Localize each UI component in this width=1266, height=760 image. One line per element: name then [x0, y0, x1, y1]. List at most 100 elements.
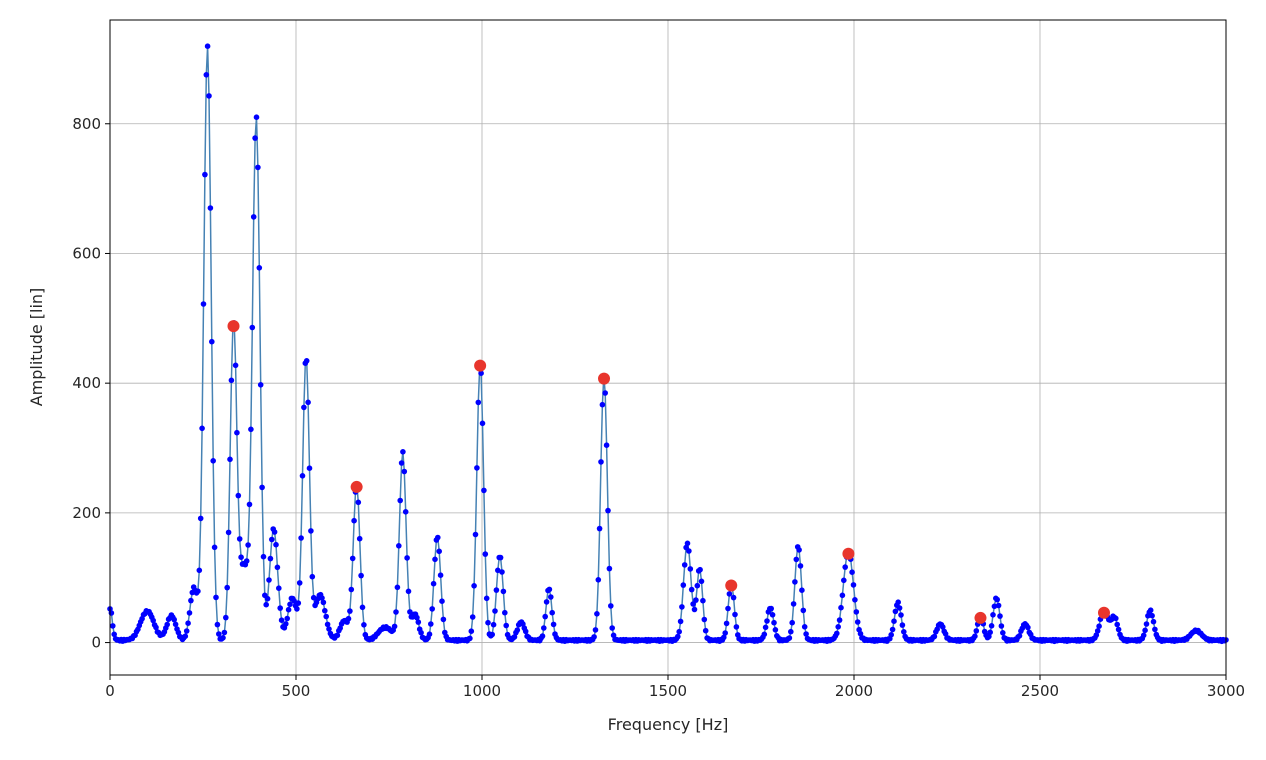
spectrum-point [723, 620, 730, 627]
spectrum-point [402, 509, 409, 515]
spectrum-point [345, 615, 352, 622]
spectrum-point [834, 630, 840, 637]
spectrum-point [323, 613, 330, 620]
spectrum-point [592, 627, 599, 633]
spectrum-point [299, 473, 306, 479]
spectrum-point [726, 591, 733, 597]
spectrum-point [788, 628, 794, 635]
peak-marker [227, 320, 240, 333]
spectrum-point [1142, 627, 1148, 634]
spectrum-point [602, 390, 608, 396]
spectrum-point [1152, 626, 1158, 633]
spectrum-point [209, 338, 215, 345]
spectrum-point [799, 587, 805, 593]
spectrum-point [990, 612, 996, 618]
spectrum-point [285, 606, 292, 613]
spectrum-point [688, 586, 695, 593]
y-tick-label: 800 [72, 115, 101, 133]
spectrum-point [236, 536, 243, 542]
spectrum-point [355, 499, 362, 506]
spectrum-point [730, 594, 737, 601]
spectrum-point [514, 627, 521, 633]
spectrum-point [414, 614, 420, 621]
spectrum-point [305, 399, 311, 406]
spectrum-point [273, 541, 279, 548]
spectrum-point [764, 618, 770, 624]
spectrum-point [432, 556, 438, 563]
spectrum-point [973, 628, 980, 634]
spectrum-point [901, 629, 907, 635]
y-axis-label: Amplitude [lin] [27, 288, 46, 407]
spectrum-point [269, 536, 275, 543]
spectrum-point [436, 548, 443, 555]
spectrum-point [702, 627, 709, 634]
spectrum-point [800, 607, 807, 614]
spectrum-point [238, 554, 244, 560]
spectrum-point [429, 606, 436, 612]
spectrum-point [991, 603, 998, 610]
spectrum-point [472, 531, 479, 538]
spectrum-point [263, 601, 270, 608]
spectrum-point [891, 618, 897, 624]
spectrum-point [768, 605, 774, 612]
spectrum-point [797, 563, 804, 569]
spectrum-point [988, 623, 995, 629]
spectrum-point [997, 613, 1003, 619]
spectrum-point [210, 458, 216, 464]
spectrum-point [437, 572, 444, 578]
spectrum-point [492, 608, 498, 614]
spectrum-point [320, 599, 327, 606]
spectrum-point [595, 577, 602, 583]
spectrum-point [838, 604, 844, 611]
spectrum-point [111, 631, 117, 638]
spectrum-point [687, 566, 694, 572]
spectrum-point [172, 621, 179, 628]
spectrum-point [849, 569, 855, 575]
x-tick-label: 1000 [463, 682, 501, 700]
spectrum-point [701, 616, 708, 623]
spectrum-point [110, 623, 116, 629]
spectrum-point [214, 621, 221, 628]
spectrum-point [546, 586, 553, 593]
grid-lines [109, 20, 1227, 675]
spectrum-point [677, 618, 684, 625]
spectrum-point [680, 582, 687, 588]
spectrum-point [397, 497, 404, 504]
spectrum-point [278, 617, 285, 623]
spectrum-point [697, 566, 703, 573]
spectrum-point [213, 594, 219, 601]
spectrum-point [471, 583, 477, 589]
spectrum-point [348, 586, 355, 593]
spectrum-point [435, 534, 441, 541]
spectrum-point [248, 426, 254, 433]
spectrum-point [467, 635, 473, 642]
spectrum-point [599, 401, 606, 408]
spectrum-point [224, 584, 230, 591]
spectrum-point [291, 598, 297, 604]
spectrum-point [733, 624, 740, 630]
spectrum-point [835, 624, 841, 630]
spectrum-point [489, 631, 496, 638]
spectrum-point [792, 579, 798, 585]
spectrum-point [310, 594, 317, 601]
spectrum-point [259, 484, 265, 491]
spectrum-point [502, 609, 508, 616]
spectrum-point [899, 622, 906, 628]
spectrum-point [931, 633, 938, 640]
spectrum-point [889, 626, 896, 633]
spectrum-point [482, 551, 489, 557]
spectrum-point [182, 633, 189, 639]
spectrum-point [1147, 607, 1154, 613]
spectrum-point [418, 629, 424, 636]
spectrum-point [271, 529, 278, 535]
spectrum-point [197, 515, 204, 522]
spectrum-point [854, 619, 861, 625]
axis-ticks: 0 500 1000 1500 2000 2500 3000 0 200 400 600 800 [72, 115, 1245, 700]
y-tick-label: 600 [72, 244, 101, 262]
spectrum-point [220, 635, 226, 641]
spectrum-point [803, 631, 809, 637]
spectrum-point [257, 382, 264, 388]
spectrum-point [227, 456, 233, 463]
spectrum-point [186, 610, 193, 616]
spectrum-point [493, 587, 500, 593]
